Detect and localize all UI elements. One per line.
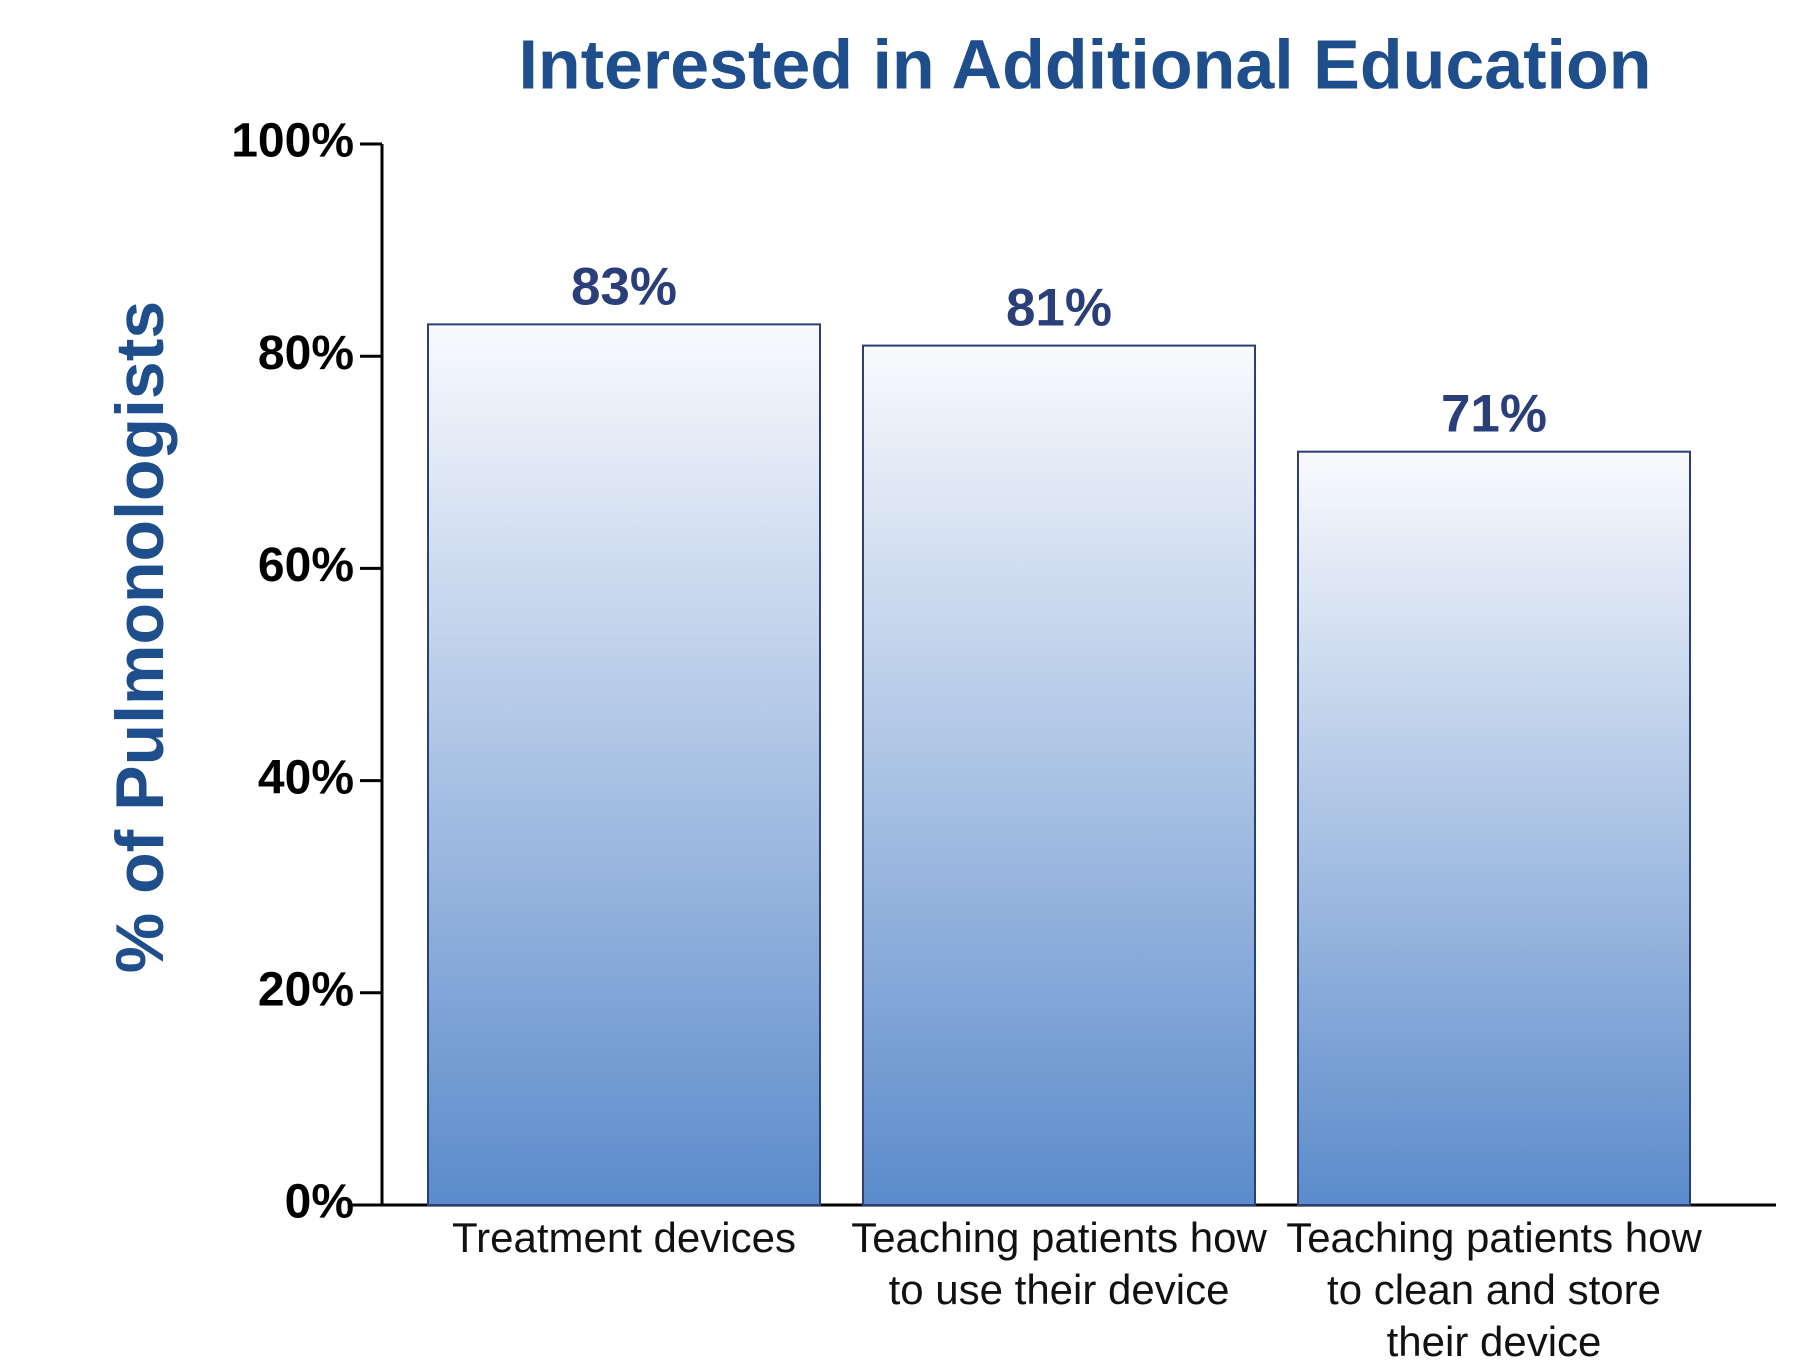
value-label: 71%	[1441, 385, 1547, 444]
x-tick-label: Treatment devices	[452, 1214, 796, 1261]
bar	[862, 344, 1256, 1206]
y-tick-label: 60%	[258, 539, 354, 592]
value-label: 81%	[1006, 279, 1112, 338]
y-tick-label: 100%	[231, 115, 354, 168]
y-tick-label: 40%	[258, 751, 354, 804]
y-tick-label: 80%	[258, 327, 354, 380]
y-tick-label: 0%	[285, 1176, 354, 1229]
x-tick-label: Teaching patients how to clean and store…	[1286, 1214, 1702, 1365]
chart-title: Interested in Additional Education	[518, 25, 1651, 103]
bar	[427, 323, 821, 1206]
y-axis-label: % of Pulmonologists	[102, 301, 178, 973]
bar	[1297, 450, 1691, 1206]
y-tick-label: 20%	[258, 963, 354, 1016]
value-label: 83%	[571, 257, 677, 316]
x-tick-label: Teaching patients how to use their devic…	[851, 1214, 1267, 1313]
